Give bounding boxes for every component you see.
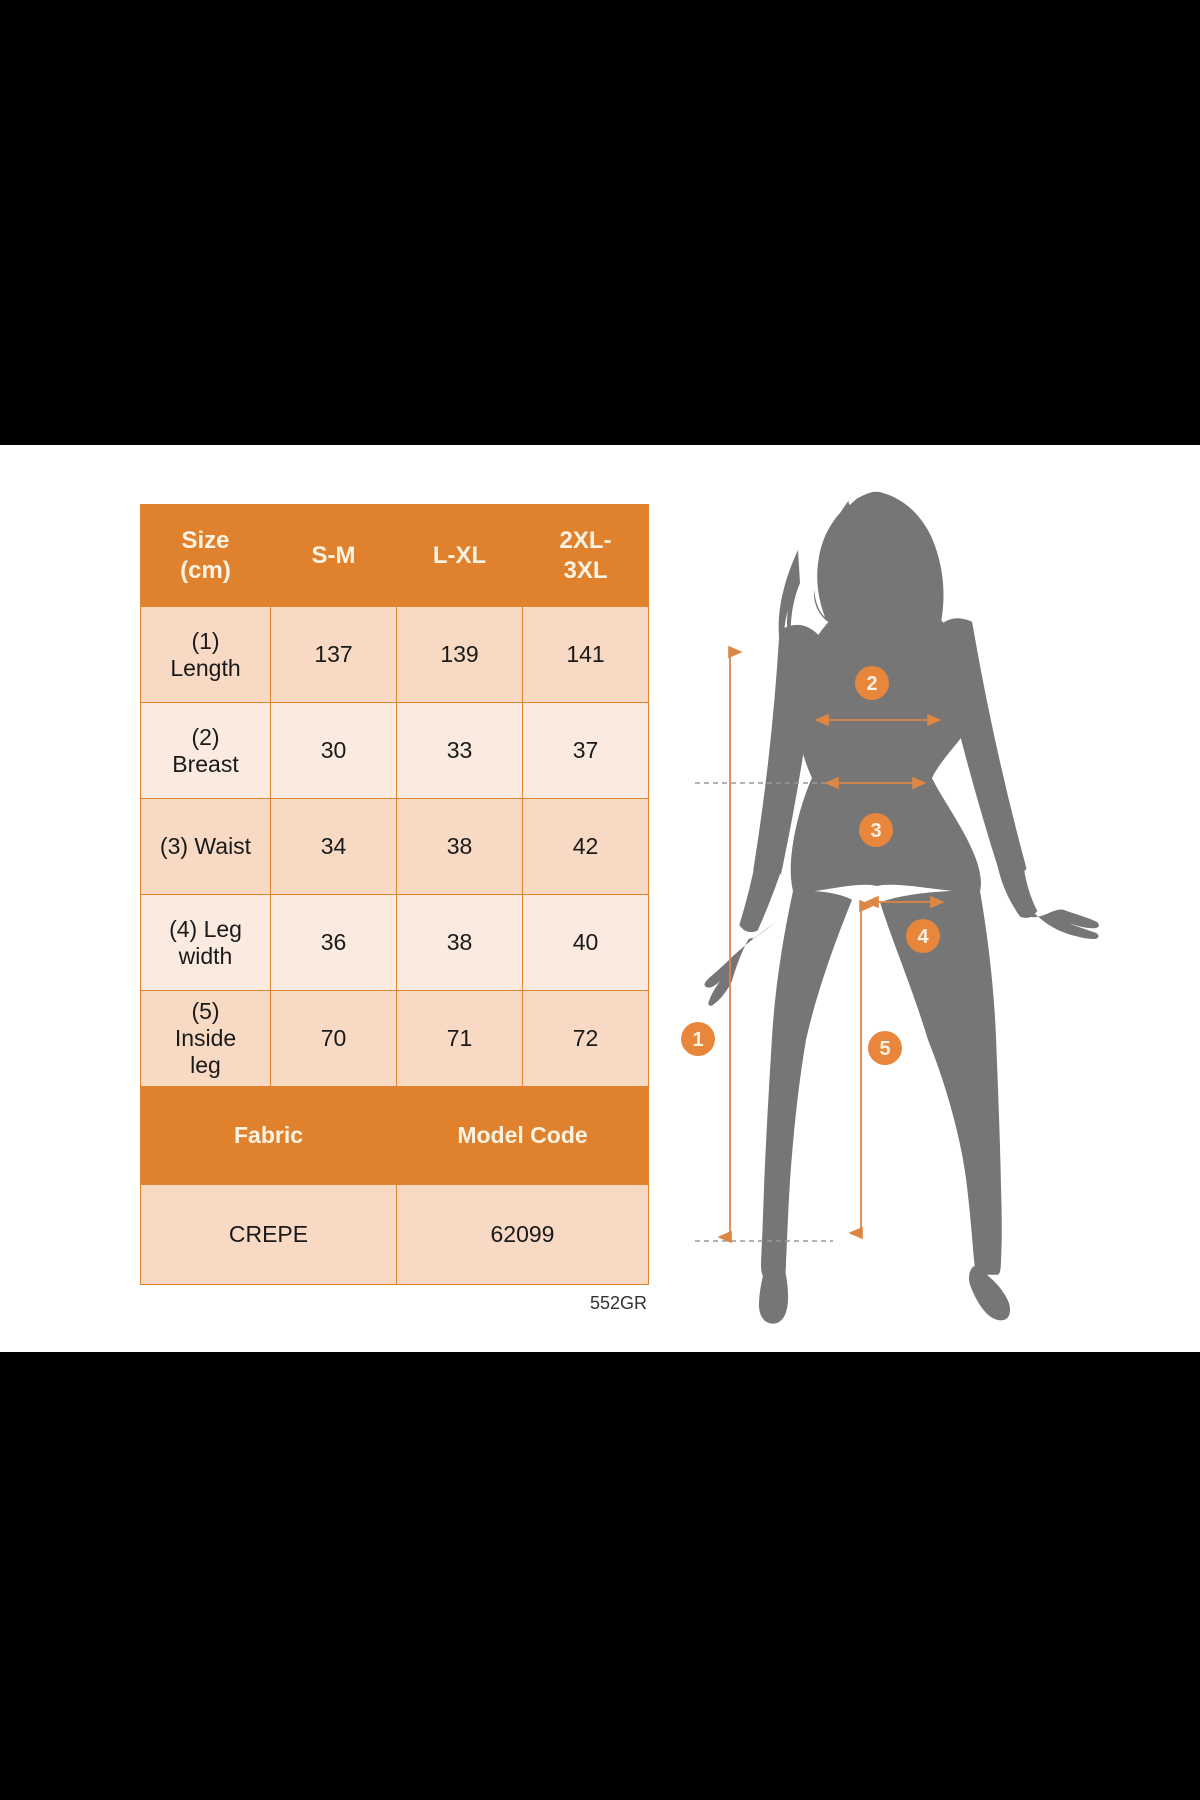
svg-text:2: 2 [866, 673, 877, 695]
svg-text:3: 3 [870, 820, 881, 842]
svg-text:4: 4 [917, 926, 929, 948]
svg-text:5: 5 [879, 1038, 890, 1060]
svg-text:1: 1 [692, 1029, 703, 1051]
